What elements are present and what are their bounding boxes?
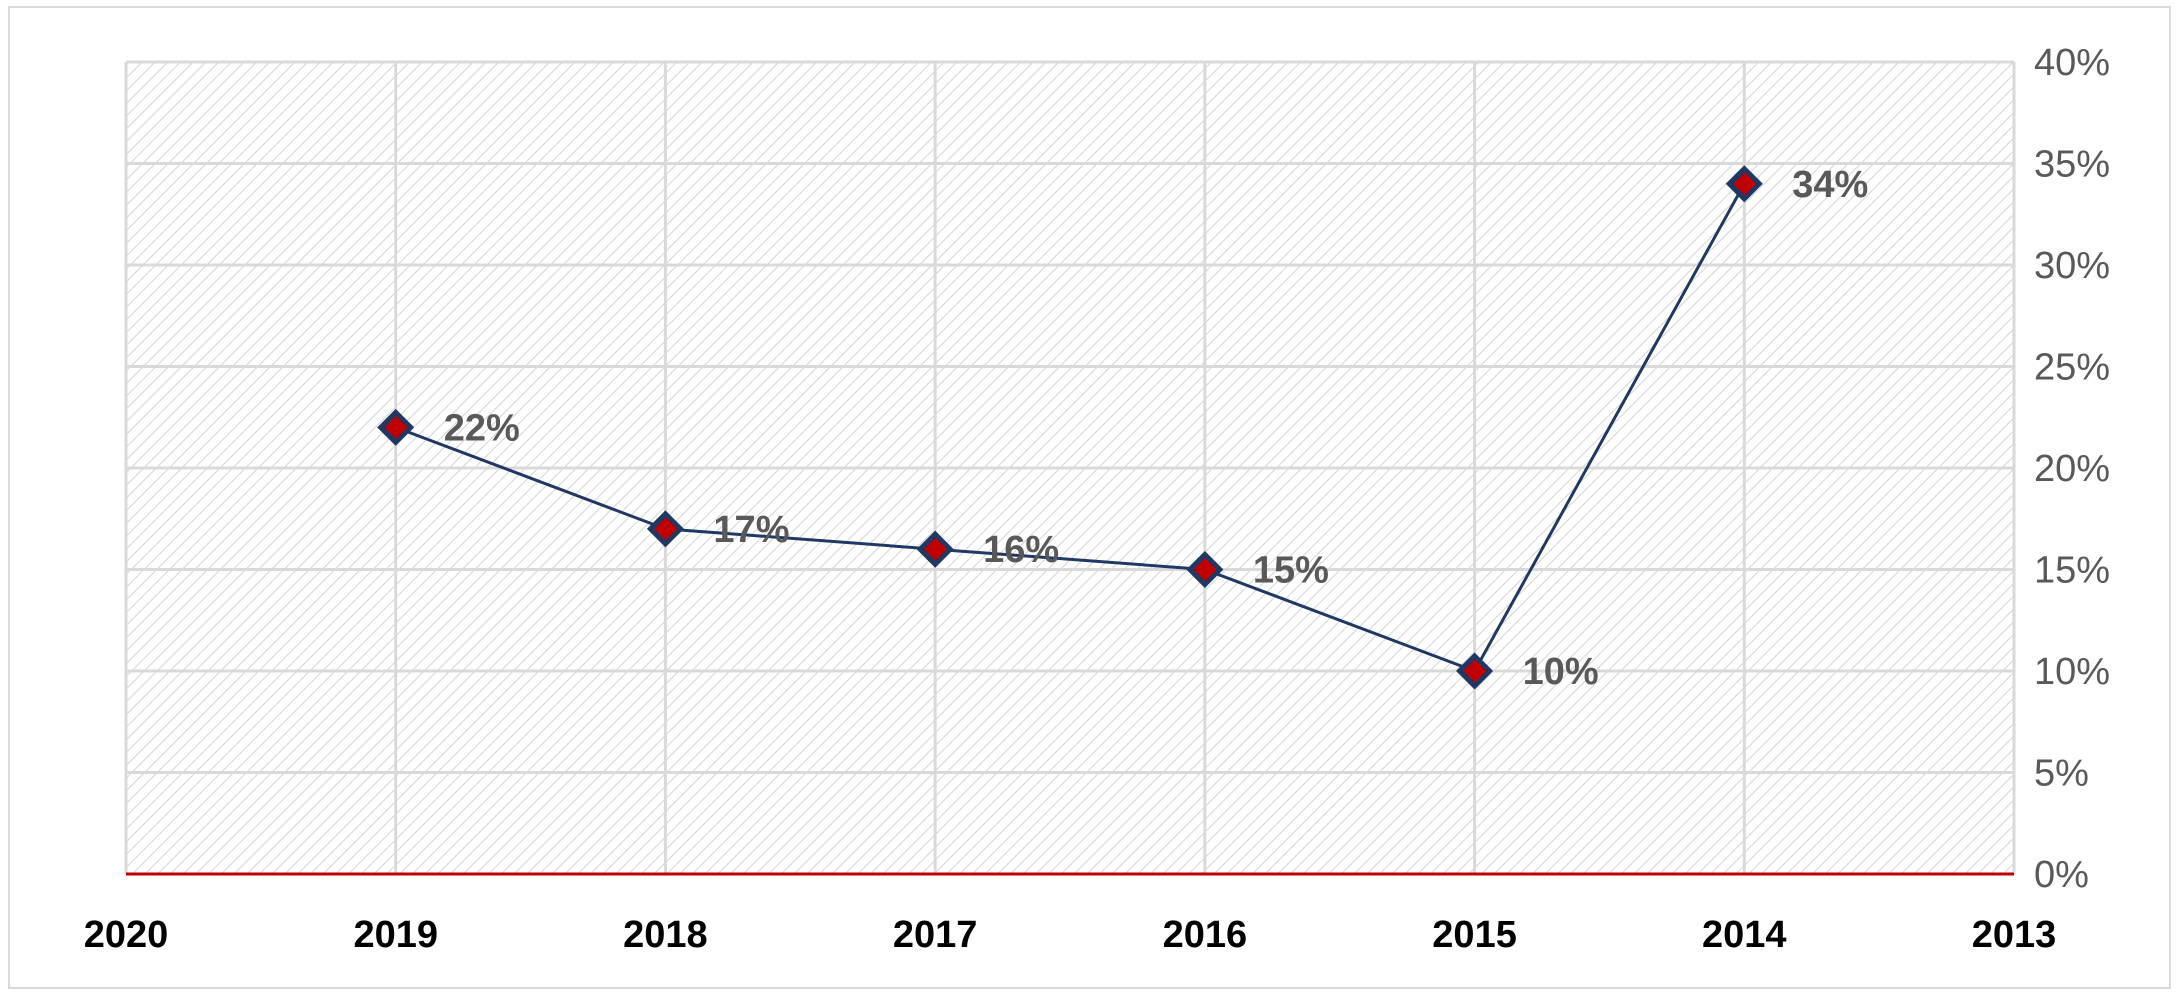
x-tick-label: 2016 [1163, 914, 1248, 956]
x-tick-label: 2018 [623, 914, 708, 956]
y-axis: 0% 5% 10% 15% 20% 25% 30% 35% 40% [2034, 42, 2110, 896]
data-labels: 22% 17% 16% 15% 10% 34% [444, 164, 1869, 693]
data-label: 15% [1253, 550, 1329, 592]
y-tick-label: 15% [2034, 550, 2110, 592]
y-tick-label: 25% [2034, 347, 2110, 389]
x-tick-label: 2015 [1432, 914, 1517, 956]
data-label: 22% [444, 407, 520, 449]
y-tick-label: 40% [2034, 42, 2110, 84]
x-tick-label: 2014 [1702, 914, 1787, 956]
data-point-marker [377, 408, 415, 446]
x-tick-label: 2019 [353, 914, 438, 956]
y-tick-label: 10% [2034, 651, 2110, 693]
data-label: 17% [713, 509, 789, 551]
y-tick-label: 20% [2034, 448, 2110, 490]
data-label: 34% [1792, 164, 1868, 206]
series-line [377, 165, 1763, 690]
x-tick-label: 2017 [893, 914, 978, 956]
data-label: 10% [1523, 651, 1599, 693]
y-tick-label: 30% [2034, 245, 2110, 287]
data-point-marker [916, 530, 954, 568]
gridlines [124, 60, 2016, 876]
y-tick-label: 35% [2034, 144, 2110, 186]
data-point-marker [1186, 550, 1224, 589]
data-point-marker [1456, 652, 1494, 690]
x-tick-label: 2020 [84, 914, 169, 956]
series-polyline [395, 183, 1746, 673]
x-tick-label: 2013 [1972, 914, 2057, 956]
x-axis: 2020 2019 2018 2017 2016 2015 2014 2013 [84, 914, 2057, 956]
y-tick-label: 5% [2034, 753, 2089, 795]
data-point-marker [1725, 165, 1763, 203]
data-label: 16% [983, 529, 1059, 571]
y-tick-label: 0% [2034, 854, 2089, 896]
data-point-marker [646, 510, 684, 548]
